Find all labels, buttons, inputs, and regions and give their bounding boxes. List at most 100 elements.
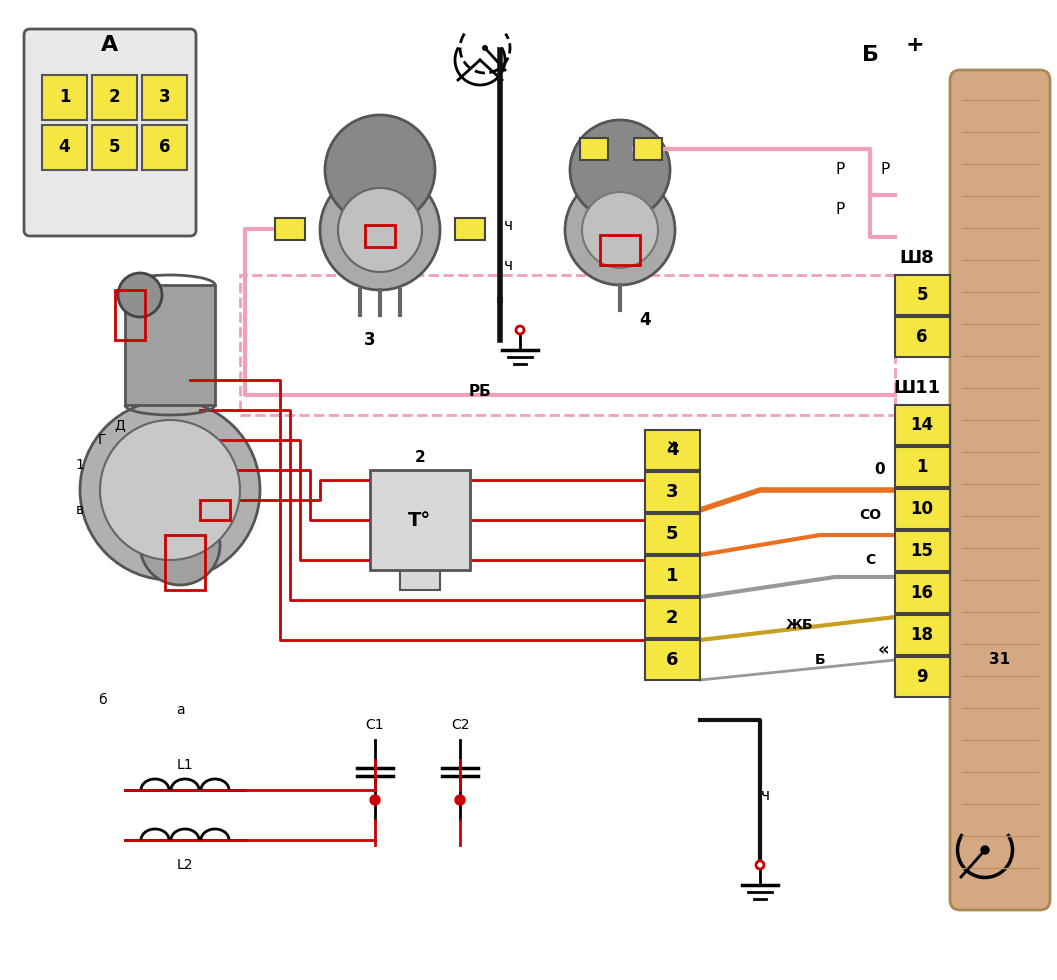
FancyBboxPatch shape (24, 29, 196, 236)
Circle shape (570, 120, 670, 220)
Circle shape (80, 400, 260, 580)
Text: »: » (666, 435, 679, 455)
Bar (275, 218, 305, 240)
Text: 5: 5 (666, 525, 679, 543)
Text: 18: 18 (910, 626, 933, 644)
Text: Р: Р (835, 163, 845, 177)
Bar (370, 470, 470, 570)
Text: СО: СО (859, 508, 882, 522)
Text: Г: Г (98, 433, 106, 447)
Text: Ш8: Ш8 (900, 249, 934, 267)
Circle shape (100, 420, 240, 560)
Bar (580, 138, 608, 160)
Text: 3: 3 (365, 331, 376, 349)
Bar (895, 405, 950, 445)
Circle shape (140, 505, 220, 585)
Circle shape (482, 45, 488, 51)
Text: ч: ч (760, 788, 769, 803)
Text: Д: Д (114, 418, 126, 432)
Text: Б: Б (815, 653, 826, 667)
Text: +: + (906, 35, 924, 55)
Bar (645, 472, 700, 512)
Text: Т°: Т° (408, 511, 431, 529)
Circle shape (981, 846, 989, 854)
Text: 1: 1 (75, 458, 85, 472)
Circle shape (455, 795, 465, 805)
Bar (895, 573, 950, 613)
Text: Ш11: Ш11 (893, 379, 941, 397)
Bar (142, 125, 187, 170)
Text: 16: 16 (910, 584, 933, 602)
Bar (634, 138, 662, 160)
Bar (895, 657, 950, 697)
Bar (142, 75, 187, 120)
Text: 3: 3 (666, 483, 679, 501)
Bar (895, 275, 950, 315)
Circle shape (756, 861, 764, 869)
Text: 31: 31 (989, 653, 1010, 667)
Text: ч: ч (503, 258, 513, 272)
Text: С1: С1 (366, 718, 385, 732)
Bar (645, 556, 700, 596)
Circle shape (516, 326, 524, 334)
Bar (600, 235, 639, 265)
Circle shape (320, 170, 440, 290)
Text: 3: 3 (159, 88, 170, 107)
Bar (455, 218, 485, 240)
Text: ч: ч (503, 218, 513, 232)
Text: L1: L1 (177, 758, 193, 772)
Text: в: в (76, 503, 85, 517)
Text: 9: 9 (916, 668, 928, 686)
Text: 6: 6 (916, 328, 928, 346)
Text: 4: 4 (666, 441, 679, 459)
Bar (42, 125, 87, 170)
Text: ЖБ: ЖБ (786, 618, 814, 632)
Circle shape (582, 192, 659, 268)
Text: А: А (101, 35, 118, 55)
Bar (645, 598, 700, 638)
Bar (895, 615, 950, 655)
Bar (125, 285, 215, 405)
FancyBboxPatch shape (950, 70, 1050, 910)
Bar (200, 500, 230, 520)
Text: 0: 0 (875, 463, 886, 477)
Text: 2: 2 (414, 451, 425, 465)
Bar (645, 430, 700, 470)
Circle shape (118, 273, 162, 317)
Text: 4: 4 (639, 311, 651, 329)
Bar (115, 290, 145, 340)
Bar (165, 535, 205, 590)
Text: 2: 2 (109, 88, 120, 107)
Text: 2: 2 (666, 609, 679, 627)
Text: 1: 1 (916, 458, 928, 476)
Text: «: « (877, 641, 889, 659)
Text: а: а (175, 703, 184, 717)
Bar (240, 275, 895, 415)
Text: С: С (865, 553, 875, 567)
Text: Р: Р (880, 163, 890, 177)
Text: Б: Б (861, 45, 878, 65)
Circle shape (370, 795, 381, 805)
Text: Р: Р (835, 203, 845, 218)
Text: б: б (97, 693, 107, 707)
Text: 5: 5 (109, 138, 120, 157)
Circle shape (324, 115, 435, 225)
Text: 1: 1 (666, 567, 679, 585)
Text: 10: 10 (910, 500, 933, 518)
Text: 6: 6 (159, 138, 170, 157)
Text: 15: 15 (910, 542, 933, 560)
Bar (42, 75, 87, 120)
Text: L2: L2 (177, 858, 193, 872)
Circle shape (565, 175, 675, 285)
Text: РБ: РБ (468, 384, 492, 400)
Text: 5: 5 (916, 286, 928, 304)
Text: 1: 1 (59, 88, 70, 107)
Bar (645, 640, 700, 680)
Circle shape (338, 188, 422, 272)
Bar (895, 489, 950, 529)
Text: 4: 4 (59, 138, 71, 157)
Text: С2: С2 (450, 718, 469, 732)
Bar (895, 317, 950, 357)
Bar (645, 514, 700, 554)
Bar (92, 75, 137, 120)
